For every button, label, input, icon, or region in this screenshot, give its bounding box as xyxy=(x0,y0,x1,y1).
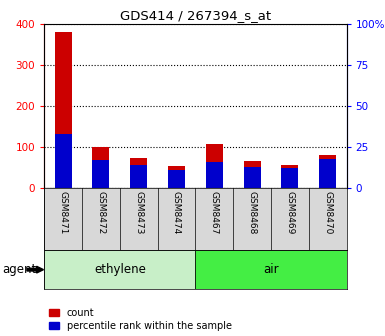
Text: GSM8467: GSM8467 xyxy=(210,191,219,235)
Bar xyxy=(281,168,298,188)
Text: air: air xyxy=(263,263,279,276)
Bar xyxy=(55,134,72,188)
Bar xyxy=(206,162,223,188)
Text: GSM8468: GSM8468 xyxy=(248,191,256,235)
Text: ethylene: ethylene xyxy=(94,263,146,276)
Bar xyxy=(168,170,185,188)
Text: GSM8471: GSM8471 xyxy=(59,191,68,235)
Bar xyxy=(92,160,109,188)
Bar xyxy=(92,147,109,188)
Text: GSM8473: GSM8473 xyxy=(134,191,143,235)
Bar xyxy=(206,144,223,188)
Bar xyxy=(44,250,196,289)
Bar xyxy=(130,158,147,188)
Bar xyxy=(281,165,298,188)
Text: GSM8470: GSM8470 xyxy=(323,191,332,235)
Text: GSM8469: GSM8469 xyxy=(285,191,295,235)
Text: GSM8472: GSM8472 xyxy=(96,191,105,235)
Bar xyxy=(130,165,147,188)
Legend: count, percentile rank within the sample: count, percentile rank within the sample xyxy=(49,308,232,331)
Bar xyxy=(319,155,336,188)
Bar xyxy=(319,159,336,188)
Bar xyxy=(196,250,346,289)
Bar xyxy=(168,166,185,188)
Title: GDS414 / 267394_s_at: GDS414 / 267394_s_at xyxy=(120,9,271,23)
Text: GSM8474: GSM8474 xyxy=(172,191,181,235)
Text: agent: agent xyxy=(2,263,36,276)
Bar xyxy=(244,167,261,188)
Bar xyxy=(55,32,72,188)
Bar xyxy=(244,161,261,188)
